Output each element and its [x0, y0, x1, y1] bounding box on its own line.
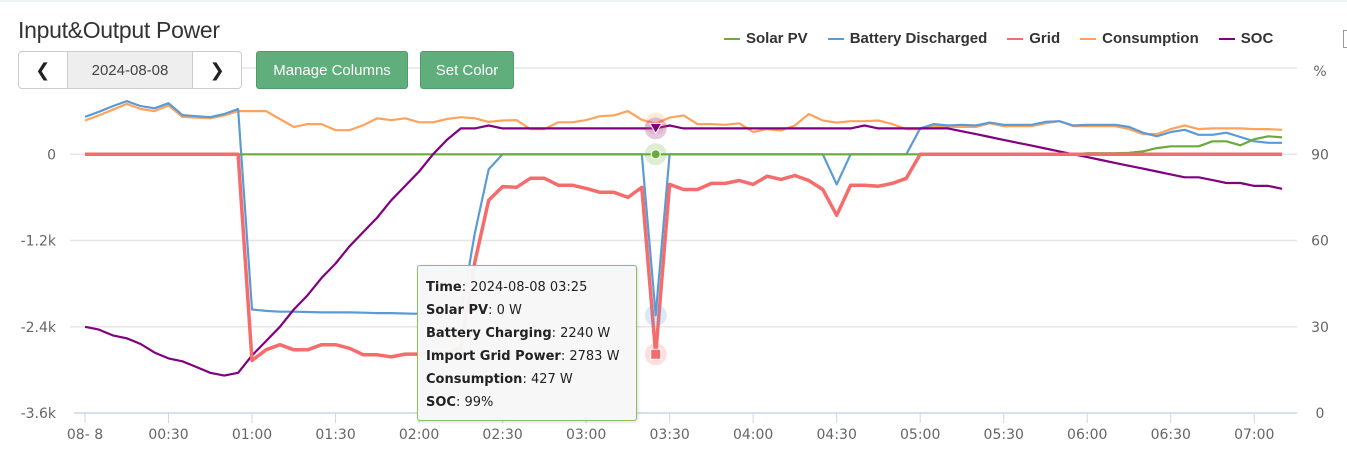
legend-consumption[interactable]: Consumption: [1080, 30, 1199, 47]
y-right-tick-label: 30: [1311, 320, 1329, 336]
legend-label: Consumption: [1102, 30, 1199, 47]
y-left-tick-label: -1.2k: [21, 234, 57, 250]
tooltip-row: Time: 2024-08-08 03:25: [426, 280, 588, 295]
series-line-consumption: [84, 102, 1283, 136]
chart-legend: Solar PV Battery Discharged Grid Consump…: [724, 30, 1293, 47]
legend-label: Solar PV: [746, 30, 808, 47]
x-tick-label: 04:00: [733, 427, 773, 443]
x-tick-label: 05:30: [984, 427, 1024, 443]
x-tick-label: 02:00: [399, 427, 439, 443]
x-tick-label: 03:30: [649, 427, 689, 443]
legend-grid[interactable]: Grid: [1007, 30, 1060, 47]
chevron-left-icon: ❮: [35, 59, 51, 80]
date-navigator: ❮ 2024-08-08 ❯: [18, 51, 242, 89]
legend-soc[interactable]: SOC: [1218, 30, 1274, 47]
chart-tooltip: Time: 2024-08-08 03:25 Solar PV: 0 W Bat…: [417, 265, 637, 421]
x-tick-label: 06:30: [1151, 427, 1191, 443]
y-left-tick-label: -3.6k: [21, 406, 57, 422]
top-border: [0, 0, 1347, 2]
y-left-tick-label: -2.4k: [21, 320, 57, 336]
y-right-tick-label: 0: [1316, 406, 1325, 422]
x-tick-label: 01:30: [315, 427, 355, 443]
legend-battery-discharged[interactable]: Battery Discharged: [827, 30, 988, 47]
x-tick-label: 02:30: [482, 427, 522, 443]
series-line-soc: [84, 124, 1283, 377]
y-right-tick-label: 60: [1311, 234, 1329, 250]
y-right-tick-label: 90: [1311, 147, 1329, 163]
manage-columns-button[interactable]: Manage Columns: [256, 51, 408, 89]
page-title: Input&Output Power: [18, 17, 220, 43]
series-line-battery-discharged: [84, 99, 1283, 317]
legend-solar-pv[interactable]: Solar PV: [724, 30, 808, 47]
x-tick-label: 04:30: [817, 427, 857, 443]
next-date-button[interactable]: ❯: [193, 52, 241, 88]
x-tick-label: 07:00: [1234, 427, 1274, 443]
x-tick-label: 01:00: [232, 427, 272, 443]
x-tick-label: 08- 8: [67, 427, 103, 443]
tooltip-row: Battery Charging: 2240 W: [426, 326, 611, 341]
tooltip-row: SOC: 99%: [426, 395, 494, 410]
legend-swatch: [1080, 37, 1097, 40]
hover-halo: [644, 304, 667, 327]
legend-swatch: [724, 37, 740, 40]
chevron-right-icon: ❯: [209, 59, 225, 80]
series-line-solar-pv: [85, 135, 1283, 156]
legend-label: Battery Discharged: [849, 30, 988, 47]
x-tick-label: 05:00: [900, 427, 940, 443]
tooltip-row: Import Grid Power: 2783 W: [426, 349, 620, 364]
legend-swatch: [1007, 37, 1024, 40]
series-line-grid: [85, 152, 1283, 363]
legend-label: Grid: [1029, 30, 1061, 47]
date-field[interactable]: 2024-08-08: [66, 52, 194, 88]
x-tick-label: 06:00: [1067, 427, 1107, 443]
legend-swatch: [1218, 37, 1235, 40]
x-tick-label: 00:30: [148, 427, 188, 443]
legend-swatch: [827, 37, 844, 40]
tooltip-row: Consumption: 427 W: [426, 372, 573, 387]
solar-hover-marker: [650, 149, 661, 160]
y-left-tick-label: 0: [47, 147, 56, 163]
tooltip-row: Solar PV: 0 W: [426, 303, 522, 318]
x-tick-label: 03:00: [566, 427, 606, 443]
y-right-axis-label: %: [1313, 64, 1326, 80]
grid-hover-marker: [650, 348, 662, 360]
prev-date-button[interactable]: ❮: [19, 52, 67, 88]
soc-hover-marker-triangle-icon: [648, 122, 663, 135]
set-color-button[interactable]: Set Color: [420, 51, 514, 89]
legend-label: SOC: [1240, 30, 1274, 47]
chart-menu-icon[interactable]: [1343, 30, 1347, 48]
